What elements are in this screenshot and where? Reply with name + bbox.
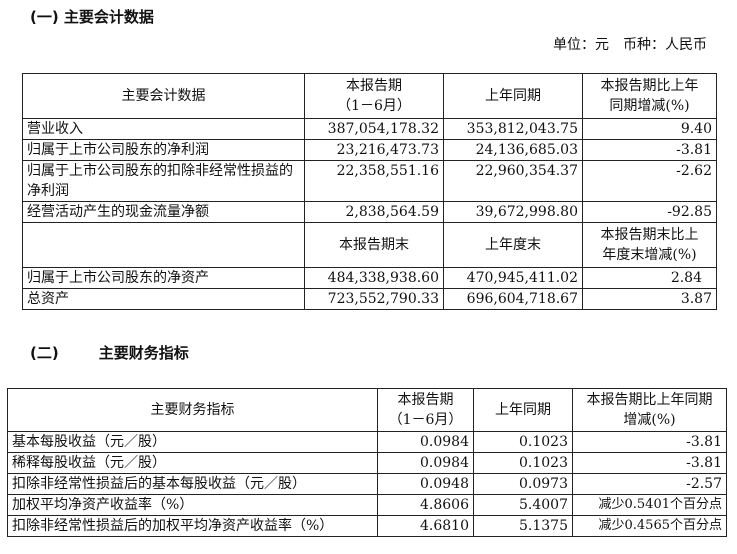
current-value: 23,216,473.73 xyxy=(304,139,444,161)
current-value: 0.0984 xyxy=(377,431,474,453)
change-value: -92.85 xyxy=(582,201,717,223)
row-label: 扣除非经常性损益后的基本每股收益（元／股） xyxy=(7,473,378,495)
table-row: 经营活动产生的现金流量净额 2,838,564.59 39,672,998.80… xyxy=(22,201,717,223)
prior-value: 0.1023 xyxy=(473,452,573,474)
accounting-data-table: 主要会计数据 本报告期 （1－6月） 上年同期 本报告期比上年 同期增减(%) 营业… xyxy=(22,73,717,310)
header-line: 本报告期 xyxy=(346,78,402,94)
header-line: 本报告期末比上 xyxy=(600,227,699,243)
change-value: -2.62 xyxy=(582,160,717,202)
current-value: 387,054,178.32 xyxy=(304,118,444,140)
row-label: 稀释每股收益（元／股） xyxy=(7,452,378,474)
financial-indicators-table: 主要财务指标 本报告期 （1－6月） 上年同期 本报告期比上年同期 增减(%) 基本… xyxy=(7,388,727,537)
prior-value: 0.0973 xyxy=(473,473,573,495)
prior-value: 5.4007 xyxy=(473,494,573,516)
header-line: 本报告期 xyxy=(397,392,454,408)
header-cell: 本报告期 （1－6月） xyxy=(304,73,444,119)
table-row: 总资产 723,552,790.33 696,604,718.67 3.87 xyxy=(22,288,717,310)
header-cell: 本报告期 （1－6月） xyxy=(377,388,474,432)
prior-value: 24,136,685.03 xyxy=(443,139,583,161)
header-cell: 本报告期比上年同期增减(%) xyxy=(572,388,727,432)
header-cell: 本报告期末 xyxy=(304,222,444,268)
section2-title-text: 主要财务指标 xyxy=(98,344,189,362)
row-label: 总资产 xyxy=(22,288,305,310)
current-value: 0.0948 xyxy=(377,473,474,495)
header-cell: 上年度末 xyxy=(443,222,583,268)
change-value: 2.84 xyxy=(582,267,717,289)
header-cell: 上年同期 xyxy=(473,388,573,432)
prior-value: 39,672,998.80 xyxy=(443,201,583,223)
prior-value: 22,960,354.37 xyxy=(443,160,583,202)
table-row: 扣除非经常性损益后的加权平均净资产收益率（%） 4.6810 5.1375 减少… xyxy=(7,515,727,537)
header-line: 本报告期比上年 xyxy=(600,78,699,94)
change-value: 减少0.4565个百分点 xyxy=(572,515,727,537)
table-subheader: 本报告期末 上年度末 本报告期末比上 年度末增减(%) xyxy=(22,222,717,268)
row-label: 加权平均净资产收益率（%） xyxy=(7,494,378,516)
change-value: -3.81 xyxy=(572,431,727,453)
table-row: 归属于上市公司股东的净利润 23,216,473.73 24,136,685.0… xyxy=(22,139,717,161)
section2-title: (二) 主要财务指标 xyxy=(30,342,229,363)
row-label: 归属于上市公司股东的净资产 xyxy=(22,267,305,289)
table-row: 加权平均净资产收益率（%） 4.8606 5.4007 减少0.5401个百分点 xyxy=(7,494,727,516)
change-value: 减少0.5401个百分点 xyxy=(572,494,727,516)
section2-number: (二) xyxy=(30,344,59,362)
table-header: 主要财务指标 本报告期 （1－6月） 上年同期 本报告期比上年同期 增减(%) xyxy=(7,388,727,432)
prior-value: 5.1375 xyxy=(473,515,573,537)
header-cell: 本报告期比上年同期增减(%) xyxy=(582,73,717,119)
header-cell: 主要财务指标 xyxy=(7,388,378,432)
change-value: -2.57 xyxy=(572,473,727,495)
change-value: -3.81 xyxy=(582,139,717,161)
row-label: 基本每股收益（元／股） xyxy=(7,431,378,453)
empty-cell xyxy=(22,222,305,268)
table-row: 稀释每股收益（元／股） 0.0984 0.1023 -3.81 xyxy=(7,452,727,474)
row-label: 归属于上市公司股东的净利润 xyxy=(22,139,305,161)
header-line: 增减(%) xyxy=(623,412,676,428)
current-value: 22,358,551.16 xyxy=(304,160,444,202)
prior-value: 470,945,411.02 xyxy=(443,267,583,289)
table-row: 基本每股收益（元／股） 0.0984 0.1023 -3.81 xyxy=(7,431,727,453)
header-line: 同期增减(%) xyxy=(609,98,690,114)
current-value: 2,838,564.59 xyxy=(304,201,444,223)
header-line: 本报告期比上年同期 xyxy=(586,392,713,408)
current-value: 723,552,790.33 xyxy=(304,288,444,310)
header-line: （1－6月） xyxy=(388,412,463,428)
row-label: 扣除非经常性损益后的加权平均净资产收益率（%） xyxy=(7,515,378,537)
header-cell: 上年同期 xyxy=(443,73,583,119)
current-value: 4.8606 xyxy=(377,494,474,516)
current-value: 4.6810 xyxy=(377,515,474,537)
table-row: 归属于上市公司股东的净资产 484,338,938.60 470,945,411… xyxy=(22,267,717,289)
row-label: 归属于上市公司股东的扣除非经常性损益的净利润 xyxy=(22,160,305,202)
change-value: -3.81 xyxy=(572,452,727,474)
table-row: 归属于上市公司股东的扣除非经常性损益的净利润 22,358,551.16 22,… xyxy=(22,160,717,202)
prior-value: 0.1023 xyxy=(473,431,573,453)
table-row: 扣除非经常性损益后的基本每股收益（元／股） 0.0948 0.0973 -2.5… xyxy=(7,473,727,495)
section1-title: (一) 主要会计数据 xyxy=(30,8,154,26)
change-value: 3.87 xyxy=(582,288,717,310)
row-label: 营业收入 xyxy=(22,118,305,140)
change-value: 9.40 xyxy=(582,118,717,140)
prior-value: 353,812,043.75 xyxy=(443,118,583,140)
table-row: 营业收入 387,054,178.32 353,812,043.75 9.40 xyxy=(22,118,717,140)
header-cell: 主要会计数据 xyxy=(22,73,305,119)
currency-unit: 单位：元 币种：人民币 xyxy=(553,37,707,53)
current-value: 484,338,938.60 xyxy=(304,267,444,289)
prior-value: 696,604,718.67 xyxy=(443,288,583,310)
current-value: 0.0984 xyxy=(377,452,474,474)
header-cell: 本报告期末比上 年度末增减(%) xyxy=(582,222,717,268)
header-line: （1－6月） xyxy=(337,98,411,114)
header-line: 年度末增减(%) xyxy=(602,247,697,263)
table-header: 主要会计数据 本报告期 （1－6月） 上年同期 本报告期比上年 同期增减(%) xyxy=(22,73,717,119)
row-label: 经营活动产生的现金流量净额 xyxy=(22,201,305,223)
